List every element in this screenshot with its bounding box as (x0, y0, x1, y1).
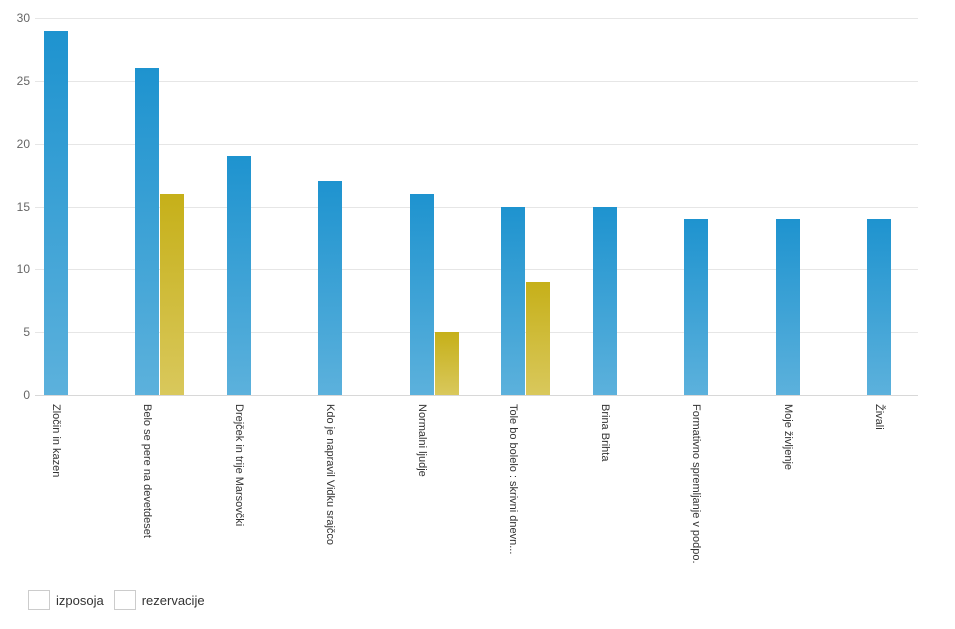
legend-item-izposoja[interactable]: izposoja (28, 590, 104, 610)
y-axis-tick-label: 0 (23, 388, 30, 402)
bar-izposoja-7[interactable] (684, 219, 709, 395)
y-axis-tick-label: 15 (16, 199, 30, 214)
gridline-30 (35, 18, 918, 19)
x-axis-label: Živali (872, 404, 885, 430)
x-axis-label: Belo se pere na devetdeset (141, 404, 154, 538)
gridline-0 (35, 395, 918, 396)
bar-izposoja-3[interactable] (318, 181, 343, 395)
bar-izposoja-4[interactable] (409, 193, 434, 395)
gridline-20 (35, 143, 918, 145)
rezervacije-swatch-icon (113, 590, 136, 610)
bar-rezervacije-1[interactable] (160, 193, 185, 395)
bar-rezervacije-4[interactable] (434, 332, 459, 395)
bar-izposoja-1[interactable] (135, 68, 160, 395)
legend-label-rezervacije: rezervacije (141, 592, 205, 608)
y-axis-tick-label: 5 (23, 325, 30, 340)
gridline-15 (35, 206, 918, 208)
x-axis-label: Normalni ljudje (415, 404, 428, 477)
legend-item-rezervacije[interactable]: rezervacije (113, 590, 205, 610)
x-axis-label: Drejček in trije Marsovčki (232, 404, 245, 527)
bar-izposoja-2[interactable] (226, 156, 251, 395)
bar-izposoja-6[interactable] (592, 206, 617, 395)
x-axis-label: Zločin in kazen (50, 404, 62, 478)
x-axis-label: Brina Brihta (598, 404, 611, 462)
legend: izposoja rezervacije (28, 590, 205, 610)
y-axis-tick-label: 10 (16, 262, 30, 277)
x-axis-label: Formativno spremljanje v podpo. (690, 404, 703, 564)
bar-rezervacije-5[interactable] (526, 281, 551, 395)
izposoja-swatch-icon (28, 590, 50, 610)
gridline-5 (35, 332, 918, 334)
y-axis-tick-label: 25 (16, 73, 30, 88)
y-axis-tick-label: 30 (16, 11, 30, 25)
bar-izposoja-8[interactable] (775, 219, 800, 395)
x-axis-label: Tole bo bolelo : skrivni dnevn... (507, 404, 520, 555)
x-axis-label: Kdo je napravil Vidku srajčco (324, 404, 337, 546)
bar-izposoja-9[interactable] (866, 219, 891, 395)
legend-label-izposoja: izposoja (56, 592, 104, 608)
gridline-25 (35, 80, 918, 82)
bar-izposoja-5[interactable] (501, 206, 526, 395)
x-axis-label: Moje življenje (781, 404, 794, 471)
y-axis-tick-label: 20 (16, 136, 30, 151)
gridline-10 (35, 269, 918, 271)
bar-izposoja-0[interactable] (44, 30, 68, 395)
